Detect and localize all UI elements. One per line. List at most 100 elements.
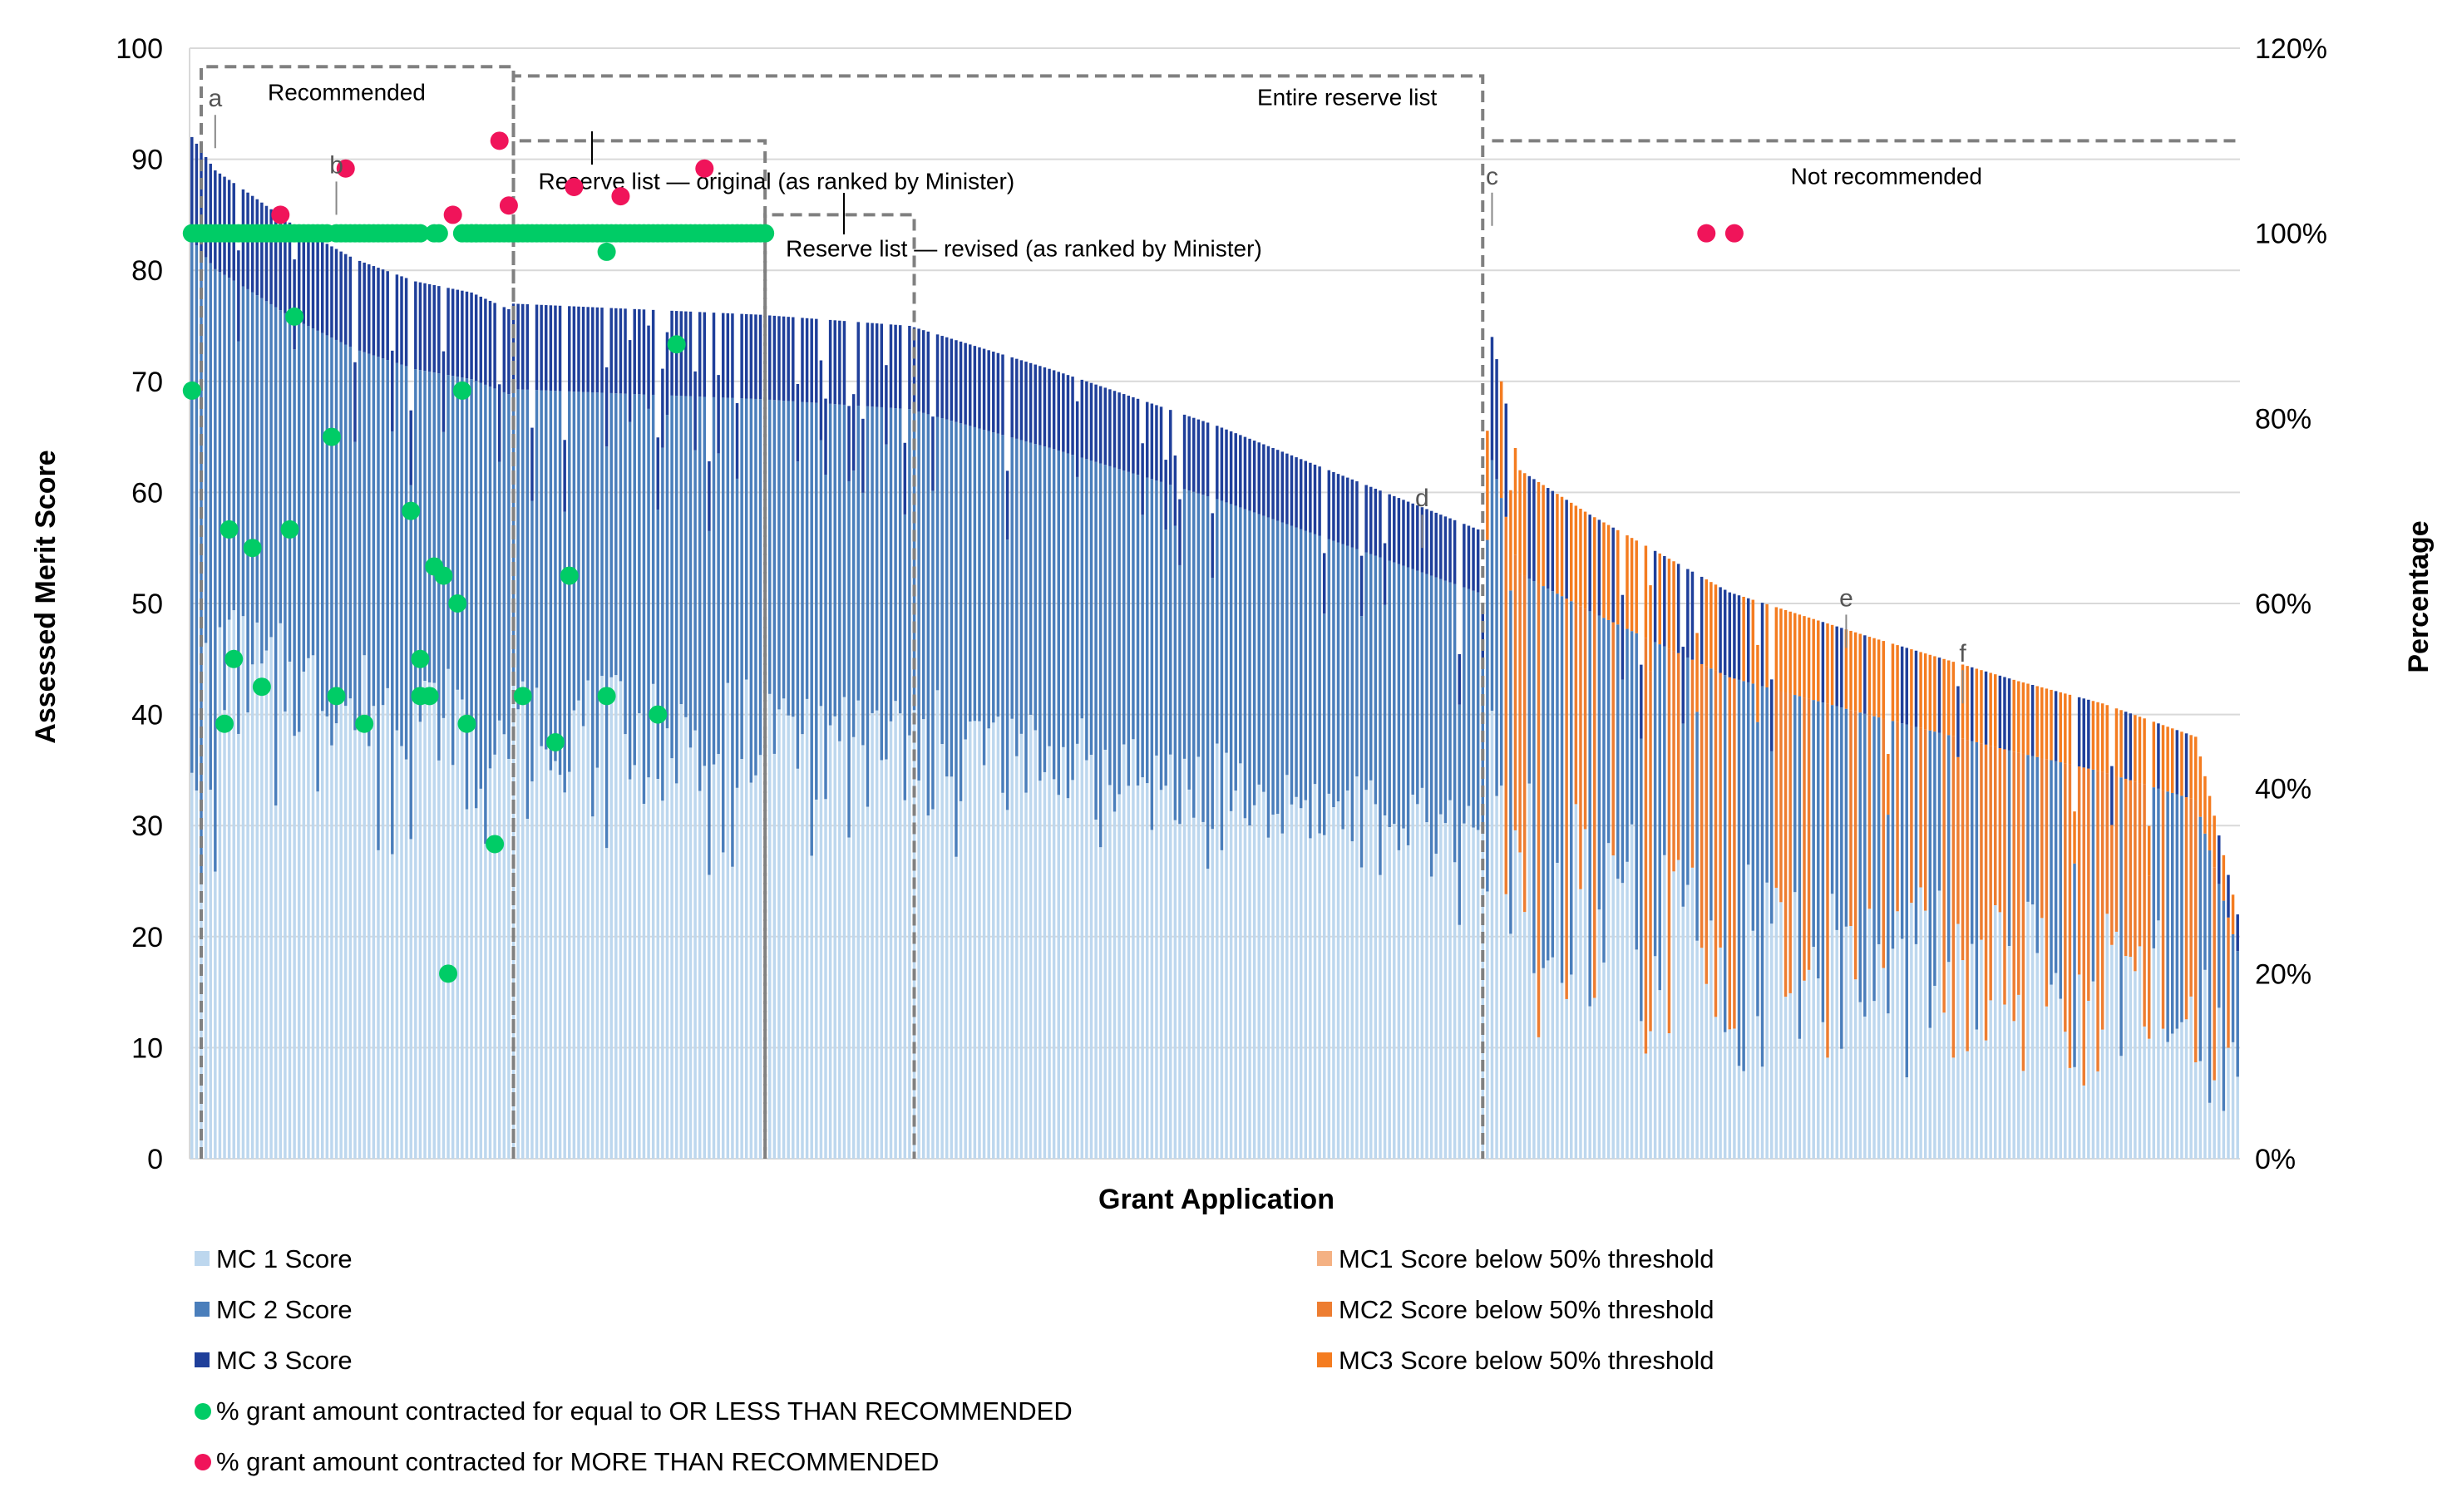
mc3-segment: [190, 136, 194, 239]
mc2-segment: [307, 326, 310, 658]
mc2-segment: [339, 342, 343, 695]
mc2-segment: [768, 399, 772, 694]
mc3-segment: [1765, 603, 1769, 687]
mc2-segment: [1364, 552, 1368, 790]
mc1-segment: [1817, 978, 1820, 1159]
mc3-segment: [805, 318, 809, 402]
mc2-segment: [955, 421, 958, 857]
mc2-segment: [772, 400, 777, 754]
mc3-segment: [964, 342, 967, 425]
mc3-segment: [684, 311, 688, 396]
mc3-segment: [274, 212, 278, 308]
mc3-segment: [577, 306, 580, 392]
mc3-segment: [1840, 628, 1843, 708]
mc1-segment: [1602, 962, 1606, 1159]
mc3-segment: [1379, 490, 1382, 558]
mc1-segment: [1355, 776, 1359, 1159]
mc1-segment: [1038, 781, 1042, 1159]
mc2-segment: [1285, 524, 1289, 776]
mc1-segment: [1867, 909, 1872, 1159]
mc1-segment: [2030, 904, 2035, 1159]
mc2-segment: [1667, 648, 1671, 1034]
mc2-segment: [1928, 730, 1932, 1028]
mc1-segment: [1262, 791, 1265, 1159]
mc3-segment: [1905, 648, 1909, 725]
mc3-segment: [1887, 754, 1890, 815]
mc1-segment: [451, 765, 455, 1159]
mc3-segment: [1108, 389, 1112, 466]
mc2-segment: [368, 353, 371, 746]
mc1-segment: [712, 764, 716, 1159]
mc1-segment: [465, 809, 469, 1159]
dot-equal-or-less: [448, 594, 467, 613]
mc3-segment: [1597, 520, 1601, 616]
mc2-segment: [885, 444, 888, 760]
mc2-segment: [297, 321, 301, 732]
mc1-segment: [1923, 910, 1927, 1159]
mc3-segment: [1570, 502, 1573, 602]
mc3-segment: [502, 307, 506, 392]
mc1-segment: [1136, 785, 1140, 1159]
mc3-segment: [2134, 715, 2137, 782]
mc3-segment: [497, 384, 501, 462]
mc1-segment: [2040, 918, 2044, 1159]
mc1-segment: [484, 844, 487, 1159]
mc1-segment: [1075, 743, 1079, 1159]
mc1-segment: [581, 726, 585, 1159]
mc3-segment: [2045, 688, 2049, 760]
mc2-segment: [2059, 762, 2062, 999]
mc1-segment: [1052, 779, 1056, 1159]
mc2-segment: [1835, 706, 1838, 930]
mc1-segment: [1066, 798, 1070, 1159]
mc2-segment: [1439, 579, 1443, 815]
mc2-segment: [279, 310, 283, 623]
mc1-segment: [828, 725, 832, 1159]
mc3-segment: [2175, 730, 2179, 795]
mc3-segment: [908, 326, 911, 410]
mc1-segment: [2026, 901, 2030, 1159]
mc3-segment: [1122, 394, 1126, 471]
mc3-segment: [260, 202, 264, 298]
mc3-segment: [330, 246, 333, 338]
mc2-segment: [1788, 693, 1792, 993]
mc2-segment: [842, 404, 846, 697]
mc2-segment: [2017, 752, 2020, 995]
mc1-segment: [260, 663, 264, 1159]
mc1-segment: [1443, 823, 1448, 1159]
mc2-segment: [1379, 557, 1382, 875]
mc3-segment: [1640, 664, 1643, 739]
mc3-segment: [1971, 667, 1974, 741]
mc2-segment: [973, 426, 977, 722]
mc2-segment: [1257, 514, 1261, 785]
mc1-segment: [2017, 994, 2020, 1159]
mc2-segment: [1383, 604, 1387, 815]
mc2-segment: [1155, 480, 1158, 756]
mc1-segment: [493, 754, 496, 1159]
mc1-segment: [1127, 786, 1131, 1159]
mc1-segment: [1905, 1077, 1909, 1159]
mc2-segment: [1803, 697, 1806, 981]
mc2-segment: [2134, 781, 2137, 972]
mc1-segment: [1220, 850, 1224, 1159]
mc3-segment: [1928, 654, 1932, 731]
mc2-segment: [1872, 716, 1876, 1002]
mc2-segment: [1169, 485, 1172, 755]
mc3-segment: [1425, 509, 1428, 574]
mc1-segment: [894, 701, 897, 1159]
mc2-segment: [1751, 683, 1755, 931]
mc2-segment: [656, 510, 659, 780]
mc2-segment: [1225, 502, 1228, 753]
mc1-segment: [1746, 864, 1750, 1159]
mc2-segment: [665, 415, 669, 729]
mc3-segment: [2087, 699, 2090, 769]
mc3-segment: [703, 312, 707, 397]
mc3-segment: [1434, 512, 1438, 578]
mc3-segment: [1066, 375, 1070, 454]
mc2-segment: [2021, 753, 2025, 1071]
mc2-segment: [1187, 490, 1191, 790]
mc3-segment: [545, 305, 548, 391]
mc3-segment: [833, 320, 836, 405]
mc1-segment: [1737, 1066, 1741, 1159]
mc3-segment: [344, 254, 348, 345]
mc3-segment: [1024, 362, 1028, 441]
